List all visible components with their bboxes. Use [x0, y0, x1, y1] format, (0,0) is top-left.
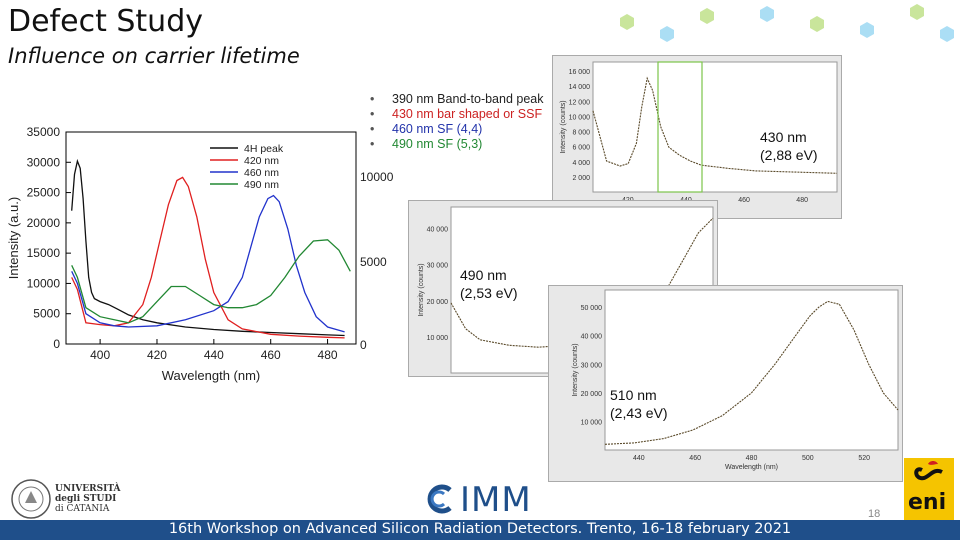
inset-y-tick-label: 4 000 [572, 160, 590, 167]
inset-x-tick-label: 500 [802, 455, 814, 462]
inset-y-tick-label: 40 000 [427, 227, 449, 234]
y-tick-label: 0 [53, 337, 60, 351]
y-tick-label: 25000 [27, 186, 61, 200]
x-axis-label: Wavelength (nm) [162, 368, 261, 383]
inset-y-tick-label: 14 000 [569, 84, 591, 91]
series-line [71, 239, 351, 324]
page-title: Defect Study [8, 4, 203, 39]
footer-bar [0, 520, 960, 540]
x-tick-label: 440 [204, 348, 224, 362]
peak-highlight-box [657, 61, 703, 193]
y-tick-label: 20000 [27, 216, 61, 230]
legend-label: 4H peak [244, 143, 284, 155]
inset-y-tick-label: 10 000 [427, 335, 449, 342]
unict-line: degli STUDI [55, 494, 117, 504]
right-axis-tick: 5000 [360, 255, 387, 269]
inset-y-axis-label: Intensity (counts) [418, 263, 425, 316]
main-spectrum-chart: 0 5000 10000 15000 20000 25000 30000 35000 400 42… [6, 125, 357, 383]
inset-510-chart: 10 000 20 000 30 000 40 000 50 000 440 460 480 5… [572, 289, 899, 471]
inset-x-tick-label: 460 [689, 455, 701, 462]
inset-490-wavelength: 490 nm [460, 267, 507, 283]
inset-y-tick-label: 30 000 [427, 263, 449, 270]
y-tick-label: 35000 [27, 125, 61, 139]
inset-y-axis-label: Intensity (counts) [560, 100, 567, 153]
inset-y-axis-label: Intensity (counts) [572, 343, 579, 396]
peak-legend-item: 460 nm SF (4,4) [370, 122, 550, 137]
inset-510-energy: (2,43 eV) [610, 405, 668, 421]
plot-frame [65, 131, 357, 345]
inset-x-tick-label: 520 [858, 455, 870, 462]
inset-y-tick-label: 10 000 [569, 114, 591, 121]
unict-line: di CATANIA [55, 504, 110, 514]
legend-label: 460 nm [244, 167, 279, 179]
inset-x-axis-label: Wavelength (nm) [725, 464, 778, 471]
page-subtitle: Influence on carrier lifetime [8, 44, 300, 68]
inset-y-tick-label: 12 000 [569, 99, 591, 106]
inset-spectrum-430: 2 000 4 000 6 000 8 000 10 000 12 000 14 000 16… [552, 55, 842, 219]
inset-430-chart: 2 000 4 000 6 000 8 000 10 000 12 000 14 000 16… [560, 61, 838, 204]
inset-510-wavelength: 510 nm [610, 387, 657, 403]
footer-text: 16th Workshop on Advanced Silicon Radiat… [168, 521, 792, 537]
inset-plot-area [592, 61, 838, 193]
y-tick-label: 30000 [27, 155, 61, 169]
peak-legend-item: 430 nm bar shaped or SSF [370, 107, 550, 122]
inset-plot-area [604, 289, 899, 451]
inset-y-tick-label: 20 000 [427, 299, 449, 306]
inset-y-tick-label: 20 000 [581, 391, 603, 398]
peak-legend-list: 390 nm Band-to-band peak430 nm bar shape… [370, 92, 550, 152]
inset-430-wavelength: 430 nm [760, 129, 807, 145]
x-tick-label: 480 [318, 348, 338, 362]
series-line [71, 176, 345, 339]
legend-label: 420 nm [244, 155, 279, 167]
y-tick-label: 5000 [33, 307, 60, 321]
y-tick-label: 15000 [27, 246, 61, 260]
inset-510-label: 510 nm (2,43 eV) [610, 386, 668, 422]
inset-y-tick-label: 2 000 [572, 175, 590, 182]
y-tick-label: 10000 [27, 276, 61, 290]
inset-490-energy: (2,53 eV) [460, 285, 518, 301]
eni-logo-text: eni [908, 490, 947, 515]
inset-x-tick-label: 480 [746, 455, 758, 462]
university-logo-text: UNIVERSITÀ degli STUDI di CATANIA [55, 484, 121, 514]
peak-legend-item: 490 nm SF (5,3) [370, 137, 550, 152]
inset-430-energy: (2,88 eV) [760, 147, 818, 163]
inset-y-tick-label: 16 000 [569, 69, 591, 76]
inset-y-tick-label: 50 000 [581, 305, 603, 312]
series-line [71, 158, 345, 337]
inset-spectrum-510: 10 000 20 000 30 000 40 000 50 000 440 460 480 5… [548, 285, 903, 482]
inset-x-tick-label: 480 [796, 197, 808, 204]
inset-y-tick-label: 40 000 [581, 334, 603, 341]
y-axis-label: Intensity (a.u.) [6, 197, 21, 279]
series-line [71, 194, 345, 333]
inset-y-tick-label: 6 000 [572, 145, 590, 152]
peak-legend-item: 390 nm Band-to-band peak [370, 92, 550, 107]
inset-430-label: 430 nm (2,88 eV) [760, 128, 818, 164]
inset-y-tick-label: 30 000 [581, 362, 603, 369]
inset-y-tick-label: 8 000 [572, 130, 590, 137]
inset-x-tick-label: 440 [633, 455, 645, 462]
right-axis-tick: 0 [360, 338, 367, 352]
right-axis-tick: 10000 [360, 170, 394, 184]
university-seal-logo [11, 479, 51, 519]
x-tick-label: 460 [261, 348, 281, 362]
x-tick-label: 420 [147, 348, 167, 362]
inset-x-tick-label: 460 [738, 197, 750, 204]
decorative-hexagon-pattern [620, 4, 954, 42]
inset-y-tick-label: 10 000 [581, 419, 603, 426]
x-tick-label: 400 [90, 348, 110, 362]
inset-series-line [592, 76, 838, 174]
imm-logo-text: IMM [460, 480, 532, 520]
legend-label: 490 nm [244, 179, 279, 191]
inset-490-label: 490 nm (2,53 eV) [460, 266, 518, 302]
imm-logo-mark [427, 484, 452, 514]
page-number: 18 [868, 508, 881, 520]
unict-line: UNIVERSITÀ [55, 484, 121, 494]
eni-logo [904, 458, 954, 520]
inset-series-line [604, 300, 899, 445]
